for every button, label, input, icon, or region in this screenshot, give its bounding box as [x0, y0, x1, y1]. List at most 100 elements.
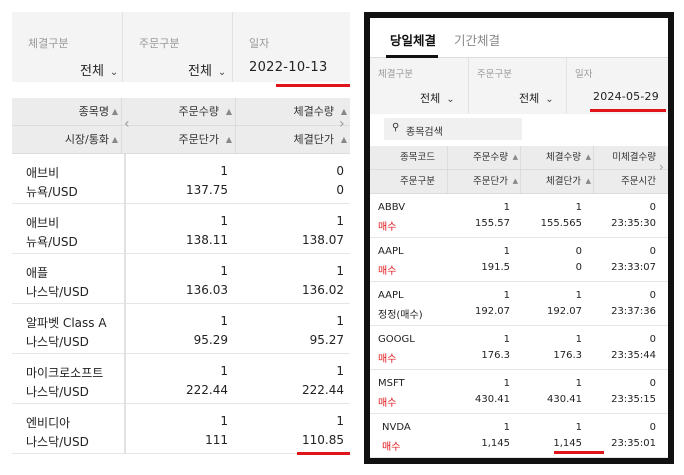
order-price: 138.11	[186, 233, 228, 247]
date-filter[interactable]: 일자 2024-05-29	[566, 58, 668, 114]
order-time: 23:37:36	[611, 306, 656, 317]
exec-type-filter[interactable]: 체결구분 전체 ⌄	[12, 12, 122, 82]
order-qty: 1	[220, 164, 228, 178]
order-type: 매수	[378, 350, 396, 365]
header-row: 주문구분 주문단가 ▲ 체결단가 ▲ 주문시간	[370, 170, 668, 194]
order-price: 137.75	[186, 183, 228, 197]
stock-code: AAPL	[378, 290, 404, 301]
order-time: 23:35:15	[611, 394, 656, 405]
table-row[interactable]: 애브비 뉴욕/USD 1 138.11 1 138.07	[12, 204, 350, 254]
col-header-order-qty[interactable]: 주문수량 ▲	[449, 146, 521, 169]
table-row[interactable]: ABBV 매수 1 155.57 1 155.565 0 23:35:30	[370, 194, 668, 238]
exec-type-filter[interactable]: 체결구분 전체 ⌄	[370, 58, 468, 114]
date-label: 일자	[249, 35, 269, 51]
col-header-order-time[interactable]: 주문시간	[595, 170, 668, 193]
col-header-order-qty[interactable]: 주문수량 ▲	[124, 98, 236, 125]
stock-name: 알파벳 Class A	[26, 314, 107, 331]
chevron-right-icon[interactable]: ›	[659, 160, 664, 174]
order-price: 95.29	[194, 333, 228, 347]
exec-price: 0	[336, 183, 344, 197]
table-row[interactable]: AAPL 정정(매수) 1 192.07 1 192.07 0 23:37:36	[370, 282, 668, 326]
unfilled-qty: 0	[650, 202, 656, 213]
order-type-filter[interactable]: 주문구분 전체 ⌄	[122, 12, 232, 82]
unfilled-qty: 0	[650, 246, 656, 257]
exec-type-value: 전체	[420, 92, 440, 105]
order-qty: 1	[220, 214, 228, 228]
exec-qty: 1	[336, 314, 344, 328]
col-header-order-price[interactable]: 주문단가 ▲	[449, 170, 521, 193]
date-value[interactable]: 2022-10-13	[249, 60, 328, 75]
exec-qty: 1	[336, 414, 344, 428]
table-row[interactable]: 알파벳 Class A 나스닥/USD 1 95.29 1 95.27	[12, 304, 350, 354]
col-header-order-price[interactable]: 주문단가 ▲	[124, 126, 236, 153]
table-header: 종목명 ▲ 주문수량 ▲ 체결수량 ▲ 시장/통화 ▲ 주문단가 ▲ 체결단가 ▲ ‹ ›	[12, 98, 350, 154]
order-price: 1,145	[481, 438, 510, 449]
order-type-label: 주문구분	[139, 35, 179, 51]
order-price: 136.03	[186, 283, 228, 297]
date-filter[interactable]: 일자 2022-10-13	[232, 12, 350, 82]
exec-price: 155.565	[541, 218, 582, 229]
col-header-exec-qty[interactable]: 체결수량 ▲	[522, 146, 594, 169]
table-header: 종목코드 주문수량 ▲ 체결수량 ▲ 미체결수량 주문구분 주문단가 ▲ 체결단가 ▲ …	[370, 146, 668, 194]
market-currency: 뉴욕/USD	[26, 233, 78, 250]
exec-price: 95.27	[310, 333, 344, 347]
tab-today-execution[interactable]: 당일체결	[390, 30, 436, 49]
tab-period-execution[interactable]: 기간체결	[454, 30, 500, 49]
chevron-left-icon[interactable]: ‹	[124, 116, 130, 132]
col-header-stock-name[interactable]: 종목명 ▲	[12, 98, 122, 125]
col-header-exec-qty[interactable]: 체결수량 ▲	[238, 98, 350, 125]
exec-price: 110.85	[302, 433, 344, 447]
table-row[interactable]: AAPL 매수 1 191.5 0 0 0 23:33:07	[370, 238, 668, 282]
unfilled-qty: 0	[650, 422, 656, 433]
order-qty: 1	[504, 246, 510, 257]
date-label: 일자	[575, 66, 592, 80]
exec-price: 1,145	[553, 438, 582, 449]
sort-icon: ▲	[226, 126, 232, 153]
unfilled-qty: 0	[650, 290, 656, 301]
filter-bar: 체결구분 전체 ⌄ 주문구분 전체 ⌄ 일자 2024-05-29	[370, 58, 668, 114]
order-type-select[interactable]: 전체 ⌄	[188, 60, 226, 79]
sort-icon: ▲	[513, 170, 518, 193]
table-row[interactable]: 애브비 뉴욕/USD 1 137.75 0 0	[12, 154, 350, 204]
execution-table-body: 애브비 뉴욕/USD 1 137.75 0 0 애브비 뉴욕/USD 1 138…	[12, 154, 350, 454]
col-header-stock-code[interactable]: 종목코드	[370, 146, 448, 169]
order-type: 정정(매수)	[378, 306, 423, 321]
exec-type-value: 전체	[80, 64, 104, 79]
table-row[interactable]: 애플 나스닥/USD 1 136.03 1 136.02	[12, 254, 350, 304]
exec-qty: 1	[576, 334, 582, 345]
order-type-value: 전체	[188, 64, 212, 79]
col-header-exec-price[interactable]: 체결단가 ▲	[522, 170, 594, 193]
market-currency: 나스닥/USD	[26, 383, 89, 400]
search-icon: ⚲	[392, 122, 399, 133]
order-qty: 1	[220, 314, 228, 328]
exec-qty: 0	[576, 246, 582, 257]
order-time: 23:33:07	[611, 262, 656, 273]
exec-price: 138.07	[302, 233, 344, 247]
order-qty: 1	[504, 334, 510, 345]
exec-type-label: 체결구분	[378, 66, 413, 80]
stock-code: MSFT	[378, 378, 405, 389]
col-header-market-currency[interactable]: 시장/통화 ▲	[12, 126, 122, 153]
exec-qty: 1	[336, 264, 344, 278]
table-row[interactable]: GOOGL 매수 1 176.3 1 176.3 0 23:35:44	[370, 326, 668, 370]
order-time: 23:35:30	[611, 218, 656, 229]
date-value[interactable]: 2024-05-29	[593, 90, 659, 103]
exec-type-select[interactable]: 전체 ⌄	[420, 90, 455, 106]
date-highlight-underline	[276, 84, 350, 87]
table-row[interactable]: MSFT 매수 1 430.41 1 430.41 0 23:35:15	[370, 370, 668, 414]
col-header-exec-price[interactable]: 체결단가 ▲	[238, 126, 350, 153]
order-type-filter[interactable]: 주문구분 전체 ⌄	[468, 58, 566, 114]
exec-price-highlight-underline	[297, 452, 350, 455]
stock-search-input[interactable]: ⚲ 종목검색	[384, 118, 522, 140]
order-type-select[interactable]: 전체 ⌄	[519, 90, 554, 106]
table-row[interactable]: 마이크로소프트 나스닥/USD 1 222.44 1 222.44	[12, 354, 350, 404]
order-type: 매수	[382, 438, 400, 453]
date-highlight-underline	[590, 109, 666, 112]
col-header-unfilled-qty[interactable]: 미체결수량	[595, 146, 668, 169]
col-header-order-type[interactable]: 주문구분	[370, 170, 448, 193]
right-execution-panel: 당일체결 기간체결 체결구분 전체 ⌄ 주문구분 전체 ⌄ 일자 2024-05-2…	[364, 12, 674, 464]
table-row[interactable]: 엔비디아 나스닥/USD 1 111 1 110.85	[12, 404, 350, 454]
chevron-right-icon[interactable]: ›	[339, 116, 345, 132]
table-row[interactable]: NVDA 매수 1 1,145 1 1,145 0 23:35:01	[370, 414, 668, 458]
exec-type-select[interactable]: 전체 ⌄	[80, 60, 118, 79]
